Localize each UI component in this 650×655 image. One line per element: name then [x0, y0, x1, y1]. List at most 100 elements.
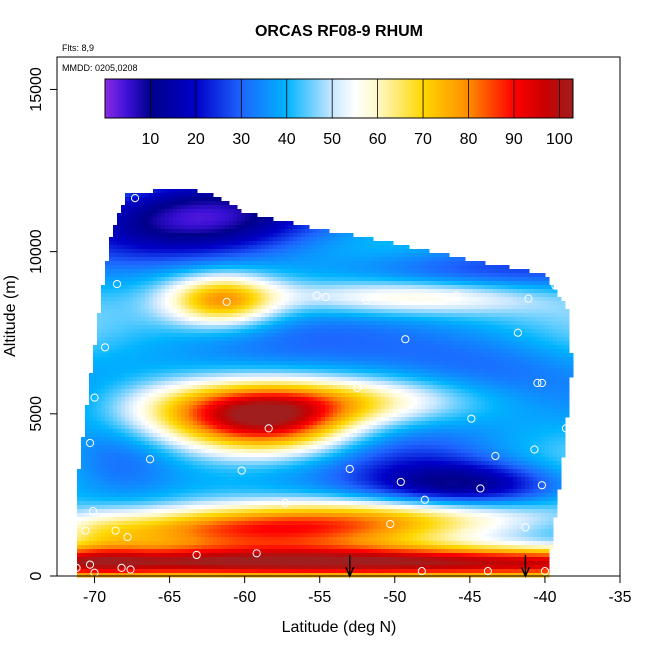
heatmap-cell — [149, 313, 154, 318]
heatmap-cell — [445, 317, 450, 322]
heatmap-cell — [233, 301, 238, 306]
heatmap-cell — [453, 301, 458, 306]
heatmap-cell — [345, 345, 350, 350]
heatmap-cell — [353, 309, 358, 314]
heatmap-cell — [385, 269, 390, 274]
heatmap-cell — [249, 261, 254, 266]
heatmap-cell — [413, 333, 418, 338]
heatmap-cell — [437, 329, 442, 334]
heatmap-cell — [461, 361, 466, 366]
heatmap-cell — [121, 401, 126, 406]
heatmap-cell — [237, 261, 242, 266]
heatmap-cell — [417, 321, 422, 326]
heatmap-cell — [193, 341, 198, 346]
heatmap-cell — [521, 309, 526, 314]
heatmap-cell — [253, 321, 258, 326]
heatmap-cell — [337, 285, 342, 290]
heatmap-cell — [117, 233, 122, 238]
heatmap-cell — [553, 377, 558, 382]
heatmap-cell — [317, 385, 322, 390]
heatmap-cell — [293, 349, 298, 354]
heatmap-cell — [221, 309, 226, 314]
heatmap-cell — [289, 329, 294, 334]
heatmap-cell — [353, 345, 358, 350]
heatmap-cell — [105, 313, 110, 318]
heatmap-cell — [325, 365, 330, 370]
heatmap-cell — [361, 277, 366, 282]
heatmap-cell — [401, 257, 406, 262]
heatmap-cell — [457, 357, 462, 362]
heatmap-cell — [117, 317, 122, 322]
heatmap-cell — [173, 277, 178, 282]
heatmap-cell — [237, 229, 242, 234]
heatmap-cell — [213, 285, 218, 290]
heatmap-cell — [253, 369, 258, 374]
heatmap-cell — [105, 385, 110, 390]
heatmap-cell — [357, 353, 362, 358]
heatmap-cell — [209, 333, 214, 338]
heatmap-cell — [449, 357, 454, 362]
heatmap-cell — [285, 337, 290, 342]
heatmap-cell — [369, 237, 374, 242]
heatmap-cell — [405, 321, 410, 326]
heatmap-cell — [241, 321, 246, 326]
heatmap-cell — [125, 385, 130, 390]
heatmap-cell — [185, 393, 190, 398]
heatmap-cell — [325, 393, 330, 398]
heatmap-cell — [357, 301, 362, 306]
heatmap-cell — [313, 273, 318, 278]
heatmap-cell — [209, 385, 214, 390]
heatmap-cell — [213, 309, 218, 314]
heatmap-cell — [249, 313, 254, 318]
heatmap-cell — [209, 317, 214, 322]
heatmap-cell — [177, 293, 182, 298]
heatmap-cell — [285, 245, 290, 250]
heatmap-cell — [345, 273, 350, 278]
heatmap-cell — [313, 309, 318, 314]
heatmap-cell — [413, 293, 418, 298]
heatmap-cell — [221, 369, 226, 374]
heatmap-cell — [333, 253, 338, 258]
heatmap-cell — [541, 361, 546, 366]
heatmap-cell — [437, 341, 442, 346]
heatmap-cell — [425, 381, 430, 386]
heatmap-cell — [265, 297, 270, 302]
heatmap-cell — [353, 305, 358, 310]
heatmap-cell — [297, 333, 302, 338]
heatmap-cell — [237, 253, 242, 258]
heatmap-cell — [125, 297, 130, 302]
heatmap-cell — [141, 265, 146, 270]
heatmap-cell — [237, 209, 242, 214]
heatmap-cell — [285, 241, 290, 246]
heatmap-cell — [565, 381, 570, 386]
heatmap-cell — [261, 301, 266, 306]
heatmap-cell — [129, 349, 134, 354]
heatmap-cell — [405, 369, 410, 374]
heatmap-cell — [301, 297, 306, 302]
heatmap-cell — [149, 297, 154, 302]
heatmap-cell — [173, 265, 178, 270]
heatmap-cell — [185, 333, 190, 338]
heatmap-cell — [445, 393, 450, 398]
heatmap-cell — [301, 357, 306, 362]
heatmap-cell — [129, 225, 134, 230]
heatmap-cell — [501, 393, 506, 398]
heatmap-cell — [377, 253, 382, 258]
heatmap-cell — [305, 365, 310, 370]
heatmap-cell — [357, 341, 362, 346]
heatmap-cell — [509, 289, 514, 294]
heatmap-cell — [261, 353, 266, 358]
heatmap-cell — [121, 361, 126, 366]
heatmap-cell — [193, 301, 198, 306]
heatmap-cell — [253, 233, 258, 238]
heatmap-cell — [309, 301, 314, 306]
heatmap-cell — [273, 281, 278, 286]
heatmap-cell — [177, 237, 182, 242]
heatmap-cell — [373, 385, 378, 390]
heatmap-cell — [497, 333, 502, 338]
heatmap-cell — [545, 365, 550, 370]
heatmap-cell — [201, 193, 206, 198]
heatmap-cell — [345, 393, 350, 398]
heatmap-cell — [169, 329, 174, 334]
heatmap-cell — [549, 373, 554, 378]
